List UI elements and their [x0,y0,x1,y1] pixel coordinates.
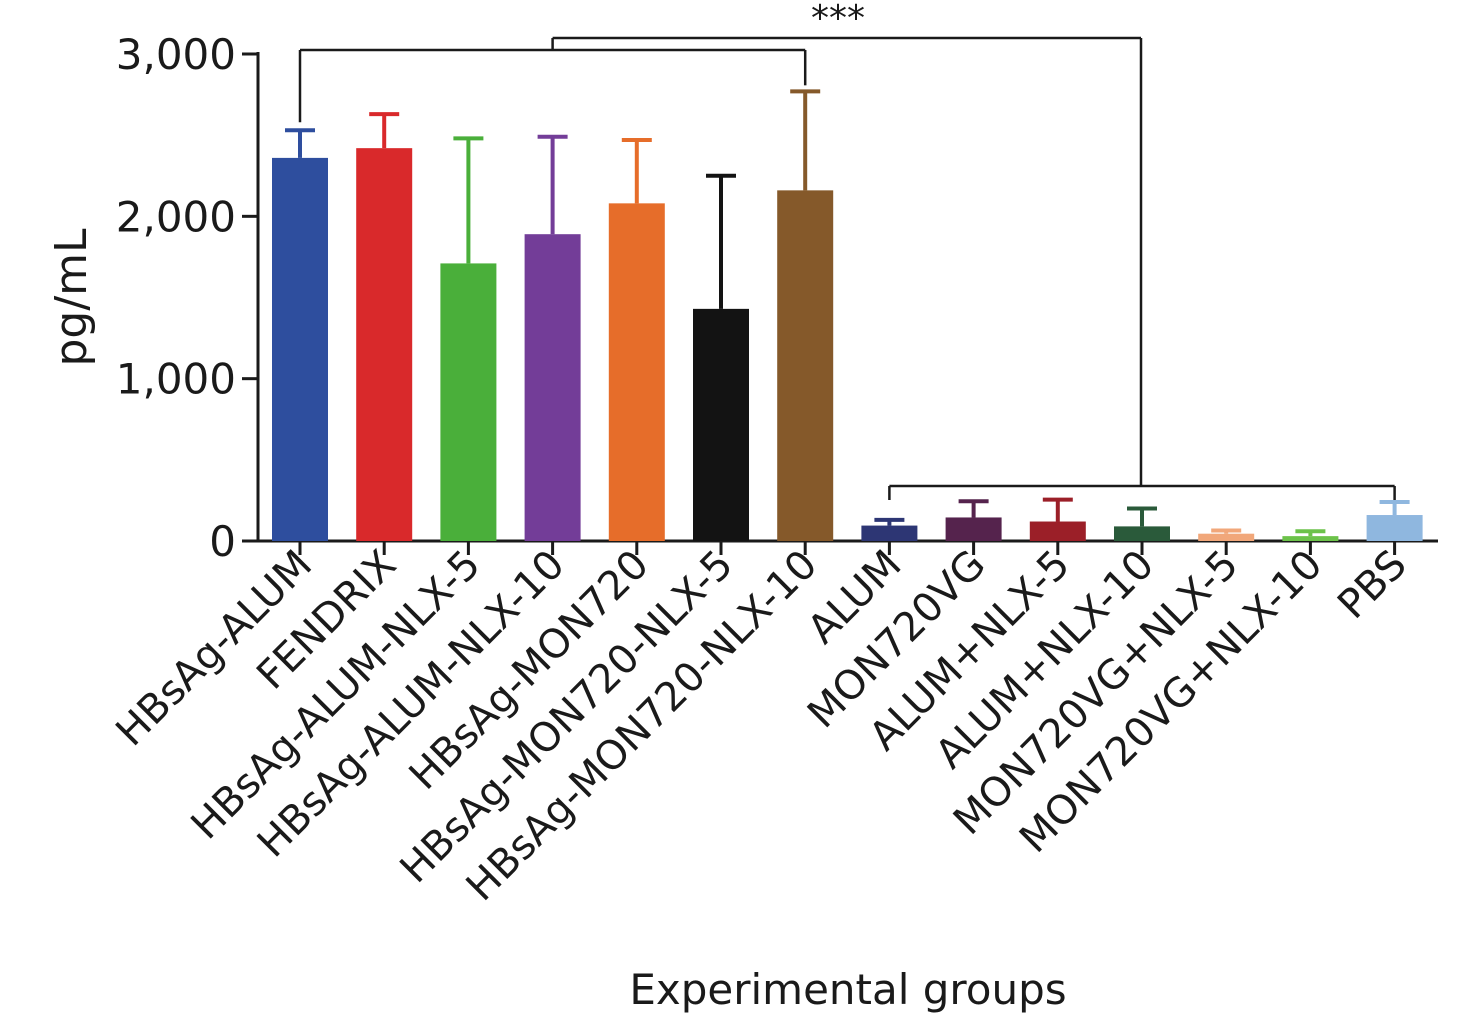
x-axis-label: Experimental groups [629,965,1066,1014]
y-tick-label: 1,000 [116,355,236,404]
bar [693,308,749,541]
bar [1029,521,1086,541]
significance-bracket: *** [298,0,1396,500]
bar [356,148,413,542]
x-axis [258,539,1438,555]
y-axis: 0 1,000 2,000 3,000 [116,30,260,566]
bar [777,190,834,542]
bar [1282,536,1339,541]
bar [1114,526,1170,541]
x-tick-label: PBS [1329,542,1415,628]
bar [945,517,1002,541]
bar [861,525,918,541]
bar [524,234,581,541]
y-tick-label: 0 [209,517,236,566]
bars [272,148,1423,542]
x-tick-labels: HBsAg-ALUMFENDRIXHBsAg-ALUM-NLX-5HBsAg-A… [107,542,1415,911]
bar [1198,533,1255,541]
bar [440,263,497,541]
bar [272,157,328,542]
y-tick-label: 3,000 [116,30,236,79]
significance-label: *** [811,0,865,39]
error-bars [285,89,1410,537]
y-axis-label: pg/mL [46,228,97,367]
y-tick-label: 2,000 [116,192,236,241]
bar [1366,515,1423,541]
bar [608,203,665,541]
